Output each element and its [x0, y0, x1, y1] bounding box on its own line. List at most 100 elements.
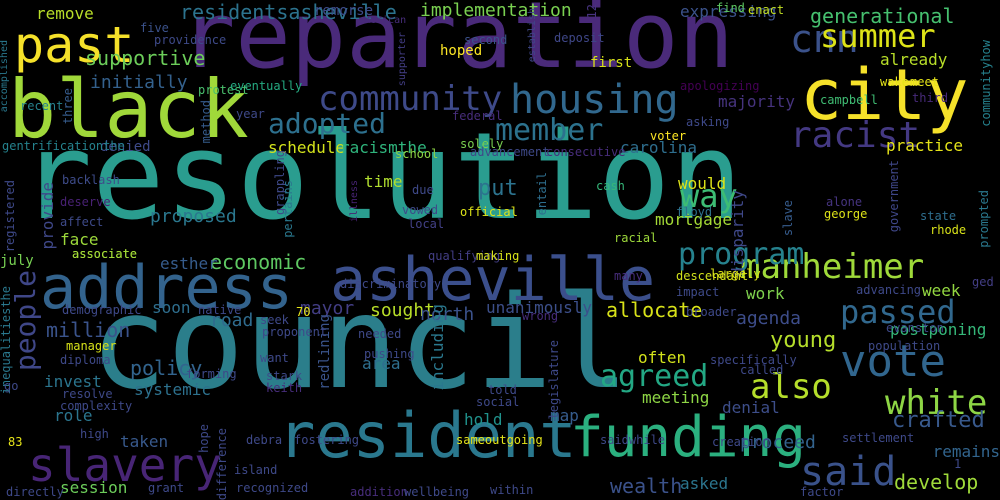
word-creation: creation — [712, 435, 770, 449]
word-hoped: hoped — [440, 43, 483, 59]
word-entail: entail — [535, 172, 549, 216]
word-housing: housing — [510, 77, 679, 123]
word-face: face — [60, 230, 99, 249]
word-slave: slave — [781, 200, 795, 237]
word-fostering: fostering — [294, 433, 360, 447]
word-allocate: allocate — [606, 298, 703, 322]
word-denied: denied — [100, 139, 151, 155]
word-recent: recent — [20, 99, 64, 113]
word-accomplished: accomplished — [0, 40, 10, 113]
word-american: american — [358, 15, 407, 26]
word-way: way — [680, 177, 738, 215]
word-apologizing: apologizing — [680, 79, 760, 93]
word-wellbeing: wellbeing — [404, 485, 470, 499]
word-go: go — [4, 379, 19, 393]
word-within: within — [490, 483, 534, 497]
word-economic: economic — [210, 250, 307, 274]
word-manager: manager — [66, 339, 117, 353]
word-summer: summer — [820, 17, 936, 55]
word-backlash: backlash — [62, 173, 120, 187]
word-role: role — [54, 406, 93, 425]
word-passed: passed — [840, 293, 956, 331]
word-racismthe: racismthe — [340, 138, 427, 157]
word-put: put — [478, 176, 518, 201]
word-carolina: carolina — [620, 138, 698, 157]
word-wake: wake — [880, 75, 909, 89]
word-manheimer: manheimer — [740, 247, 925, 287]
word-white: white — [885, 383, 988, 423]
word-member: member — [495, 113, 604, 148]
word-evanston: evanston — [886, 321, 944, 335]
word-develop: develop — [894, 470, 979, 494]
word-impact: impact — [676, 285, 720, 299]
word-proceed: proceed — [740, 432, 816, 453]
word-asked: asked — [680, 474, 729, 493]
word-three: three — [61, 88, 75, 125]
word-resolution: resolution — [20, 108, 743, 247]
word-enact: enact — [748, 3, 785, 17]
word-1: 1 — [954, 457, 962, 471]
word-told: told — [488, 383, 517, 397]
word-said: said — [800, 449, 897, 495]
word-disparity: disparity — [728, 190, 747, 277]
word-vowed: vowed — [402, 203, 439, 217]
word-road: road — [210, 310, 254, 331]
word-voter: voter — [650, 129, 687, 143]
word-rhode: rhode — [930, 223, 967, 237]
word-specifically: specifically — [710, 353, 797, 367]
word-alone: alone — [826, 195, 863, 209]
word-island: island — [234, 463, 278, 477]
word-due: due — [412, 183, 434, 197]
word-program: program — [678, 237, 805, 272]
word-council: council — [90, 269, 630, 418]
word-north: north — [420, 304, 475, 325]
word-eventually: eventually — [230, 79, 303, 93]
word-campbell: campbell — [820, 93, 878, 107]
word-past: past — [14, 16, 135, 74]
word-method: method — [199, 100, 213, 144]
word-affect: affect — [60, 215, 104, 229]
word-proponent: proponent — [262, 325, 328, 339]
word-systemic: systemic — [134, 380, 212, 399]
word-federal: federal — [452, 109, 503, 123]
word-debra: debra — [246, 433, 283, 447]
word-83: 83 — [8, 435, 23, 449]
word-meet: meet — [910, 75, 939, 89]
word-ged: ged — [972, 275, 994, 289]
word-deposit: deposit — [554, 31, 605, 45]
word-postponing: postponing — [890, 320, 987, 339]
word-initially: initially — [90, 72, 188, 93]
word-people: people — [9, 270, 42, 372]
word-proposed: proposed — [150, 206, 237, 227]
word-would: would — [678, 174, 727, 193]
word-deserve: deserve — [60, 195, 111, 209]
word-official: official — [460, 205, 518, 219]
word-discriminatory: discriminatory — [340, 277, 442, 291]
word-reparation: reparation — [180, 0, 734, 89]
word-70: 70 — [296, 305, 311, 319]
word-asheville: asheville — [330, 245, 656, 315]
word-communityhow: communityhow — [979, 40, 993, 127]
word-esther: esther — [160, 254, 218, 273]
word-population: population — [868, 339, 941, 353]
word-invest: invest — [44, 372, 102, 391]
word-native: native — [198, 303, 242, 317]
word-denial: denial — [722, 398, 780, 417]
word-demographic: demographic — [62, 303, 142, 317]
word-second: second — [464, 33, 508, 47]
word-high: high — [80, 427, 109, 441]
word-million: million — [46, 318, 131, 342]
word-already: already — [880, 50, 948, 69]
word-implementation: implementation — [420, 0, 572, 21]
word-slavery: slavery — [28, 438, 222, 492]
word-associate2: associate — [72, 247, 138, 261]
word-remains: remains — [932, 442, 1000, 461]
word-saidwhile: saidwhile — [600, 433, 666, 447]
word-seek: seek — [260, 313, 289, 327]
word-stark: stark — [266, 369, 303, 383]
word-remorse: remorse — [314, 3, 374, 19]
word-session: session — [60, 478, 128, 497]
word-black: black — [8, 63, 249, 156]
word-associate: associate — [72, 247, 138, 261]
word-needed: needed — [358, 327, 402, 341]
